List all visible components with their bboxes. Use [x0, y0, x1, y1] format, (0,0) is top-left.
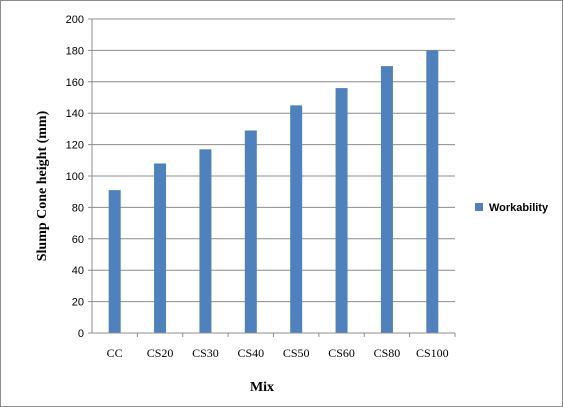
bar-cs20: [154, 163, 167, 333]
x-tick-label: CS40: [237, 346, 264, 360]
y-tick-label: 160: [66, 77, 84, 89]
bar-cs40: [244, 130, 257, 333]
x-tick-label: CS80: [374, 346, 401, 360]
bar-cs30: [199, 149, 212, 333]
bars: [108, 50, 439, 334]
y-tick-label: 180: [66, 45, 84, 57]
y-tick-label: 120: [66, 140, 84, 152]
x-axis-title: Mix: [250, 380, 274, 395]
x-tick-label: CS60: [328, 346, 355, 360]
tick-labels: 0 20 40 60 80 100 120 140 160 180 200 CC CS20 CS30 CS4…: [66, 14, 449, 360]
y-axis-title: Slump Cone height (mm): [35, 110, 50, 261]
legend-label: Workability: [489, 202, 549, 214]
y-tick-label: 200: [66, 14, 84, 26]
axes: [88, 18, 456, 337]
y-tick-label: 80: [72, 202, 84, 214]
x-tick-label: CS50: [283, 346, 310, 360]
y-tick-label: 0: [78, 328, 84, 340]
legend: Workability: [475, 202, 549, 214]
bar-cs80: [380, 66, 393, 333]
bar-cs50: [290, 105, 303, 333]
x-tick-label: CS100: [416, 346, 449, 360]
legend-swatch: [475, 203, 483, 211]
gridlines: [92, 18, 455, 334]
x-tick-label: CC: [107, 346, 123, 360]
bar-cs100: [426, 50, 439, 334]
bar-cc: [108, 190, 121, 333]
y-tick-label: 20: [72, 297, 84, 309]
x-tick-label: CS20: [147, 346, 174, 360]
x-tick-label: CS30: [192, 346, 219, 360]
y-tick-label: 60: [72, 234, 84, 246]
bar-cs60: [335, 88, 348, 333]
y-tick-label: 140: [66, 108, 84, 120]
y-tick-label: 40: [72, 265, 84, 277]
y-tick-label: 100: [66, 171, 84, 183]
